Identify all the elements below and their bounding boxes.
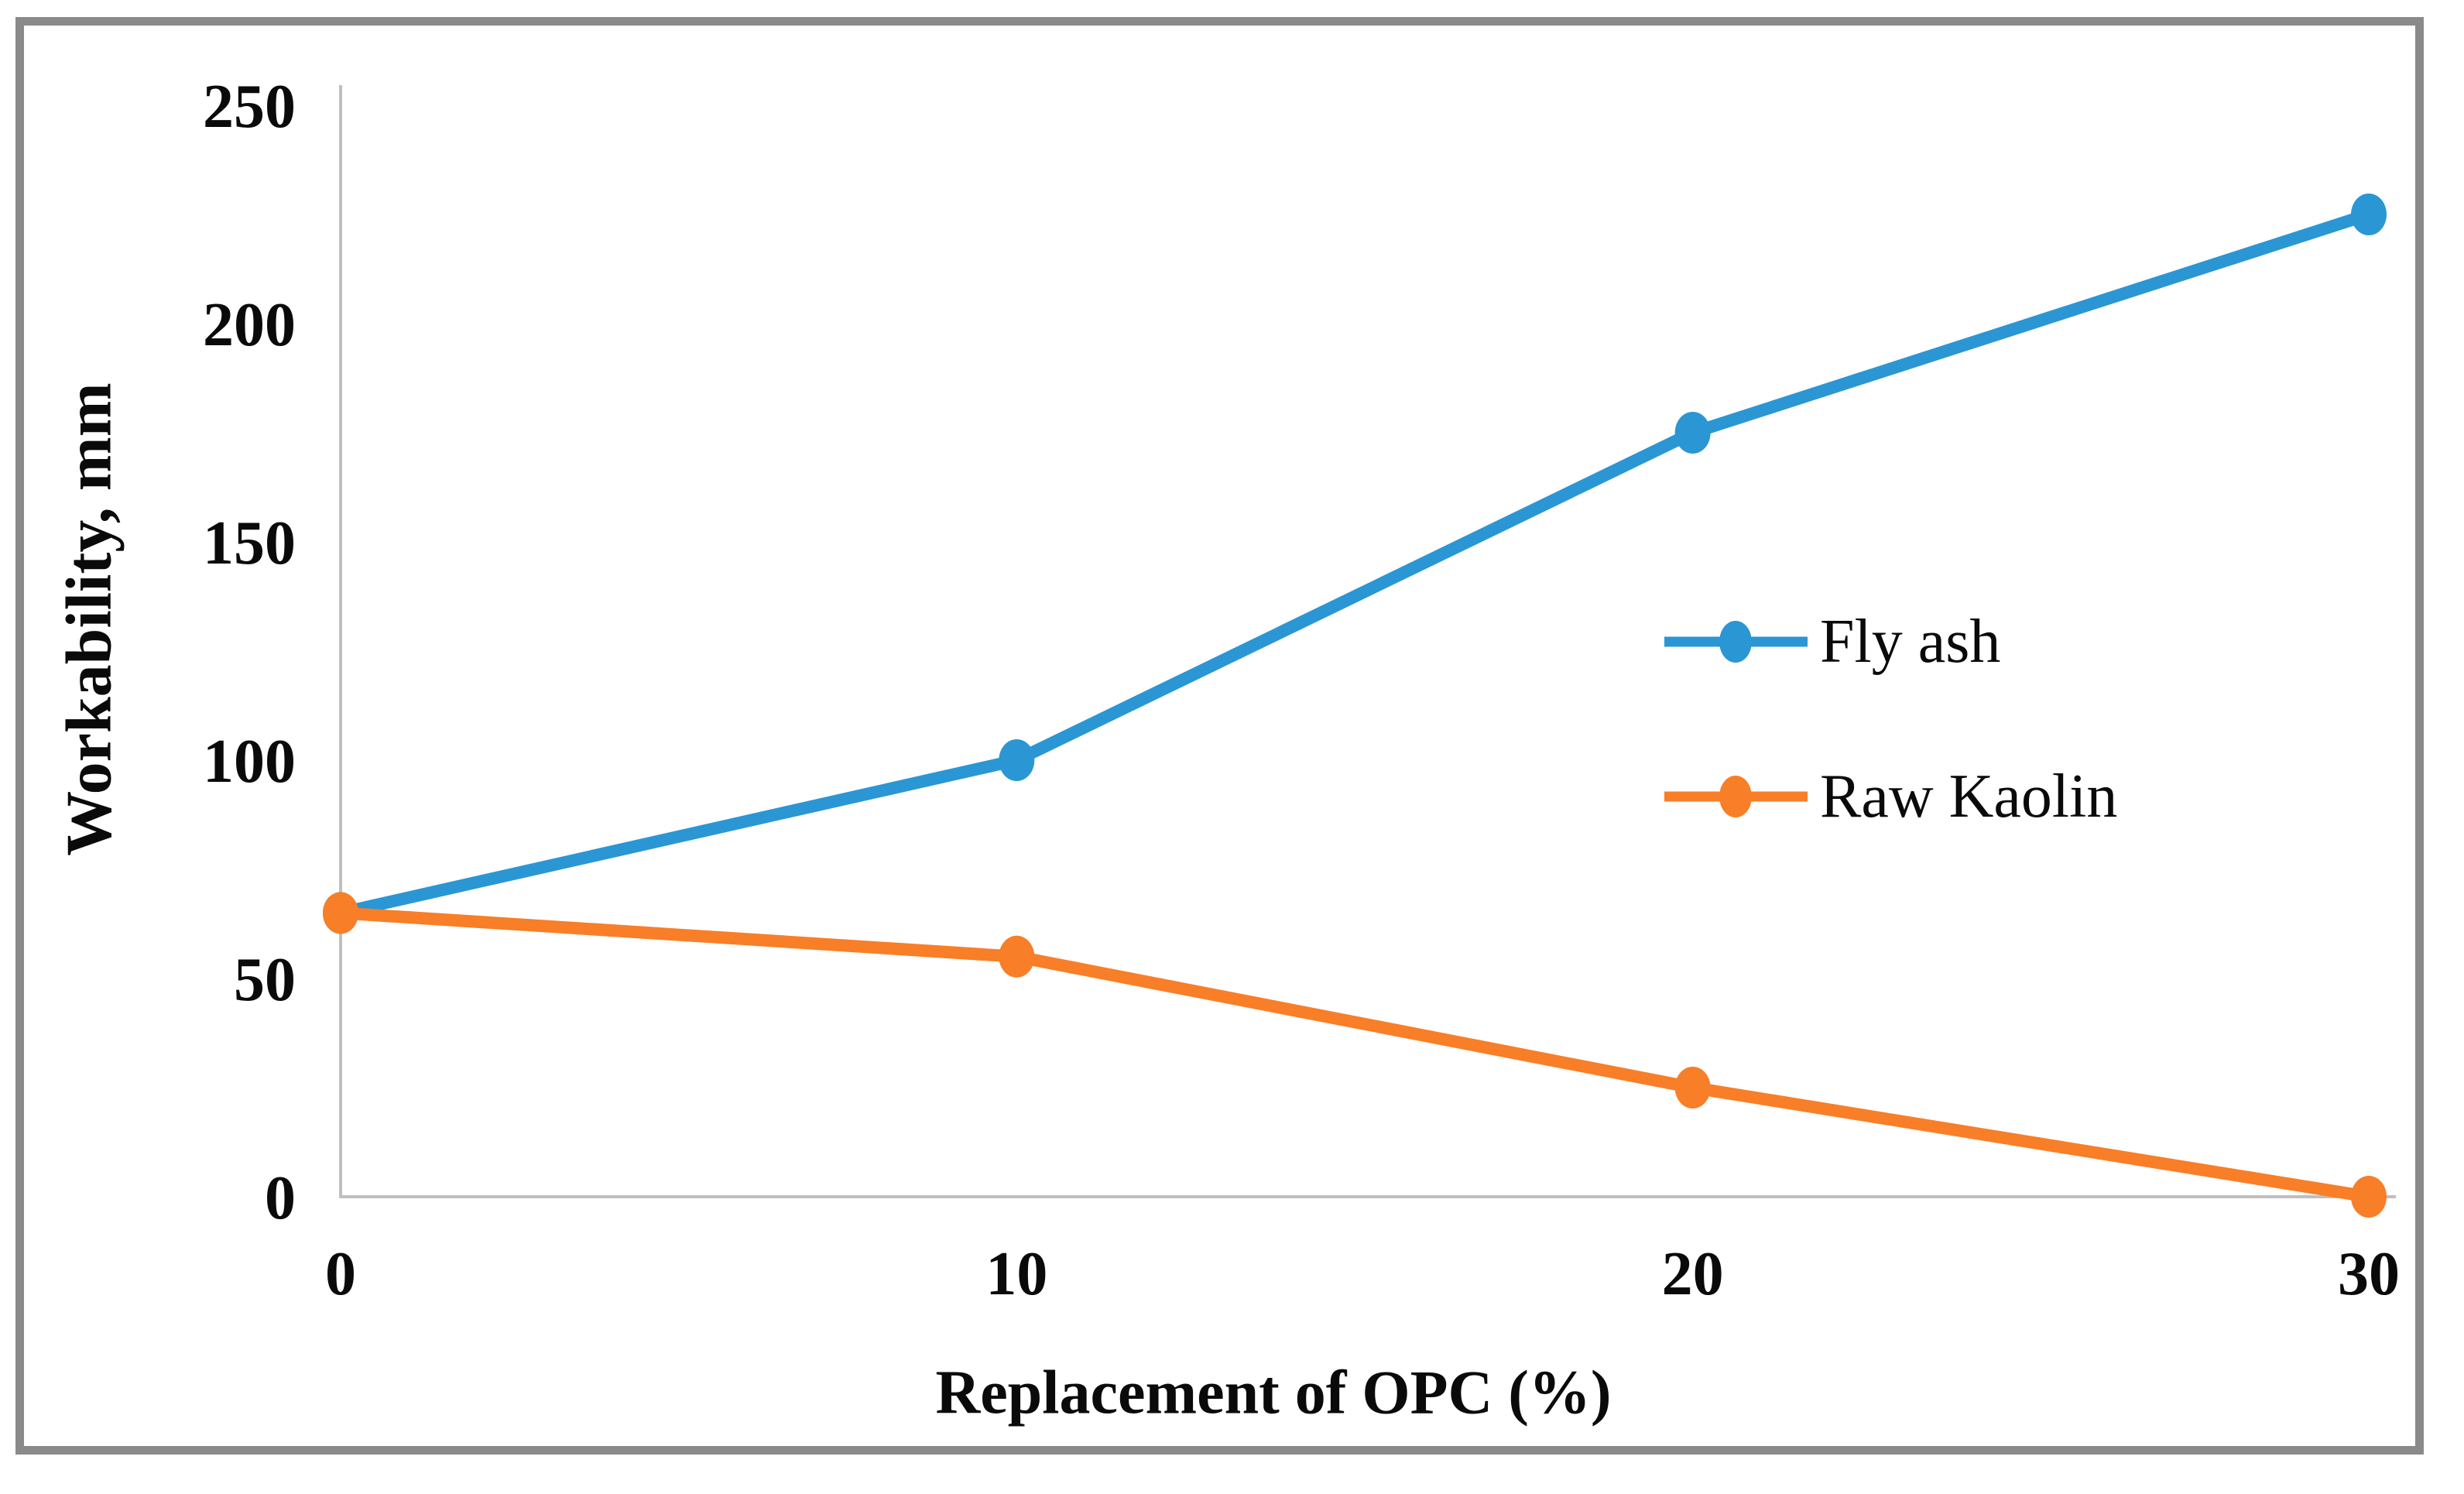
y-axis-title: Workability, mm — [53, 382, 125, 856]
legend: Fly ash Raw Kaolin — [1649, 598, 2117, 841]
x-axis-title: Replacement of OPC (%) — [935, 1359, 1612, 1427]
data-series — [323, 194, 2387, 1218]
x-tick-label: 20 — [1662, 1240, 1724, 1308]
fly-ash-legend-marker — [1664, 621, 1808, 663]
series-line-raw-kaolin — [340, 906, 2370, 1203]
chart-frame — [15, 17, 2424, 1455]
y-tick-label: 0 — [265, 1164, 296, 1232]
legend-label-fly-ash: Fly ash — [1820, 607, 2001, 676]
y-tick-label: 50 — [234, 946, 296, 1014]
x-tick-label: 10 — [985, 1240, 1047, 1308]
series-line-fly-ash — [339, 208, 2371, 920]
legend-label-raw-kaolin: Raw Kaolin — [1820, 762, 2118, 831]
data-point-marker — [2351, 1176, 2387, 1218]
data-point-marker — [1674, 1067, 1711, 1109]
x-tick-label: 30 — [2338, 1240, 2400, 1308]
y-tick-label: 200 — [203, 291, 296, 359]
y-axis-tick-labels: 0 50 100 150 200 250 — [203, 73, 296, 1232]
y-tick-label: 100 — [203, 728, 296, 796]
data-point-marker — [2351, 194, 2387, 235]
legend-item-fly-ash: Fly ash — [1649, 598, 2117, 686]
raw-kaolin-legend-marker — [1664, 776, 1808, 817]
data-point-marker — [323, 892, 358, 934]
data-point-marker — [999, 739, 1035, 781]
legend-item-raw-kaolin: Raw Kaolin — [1649, 752, 2117, 841]
y-tick-label: 250 — [203, 73, 296, 141]
data-point-marker — [1674, 412, 1711, 454]
x-axis-tick-labels: 0 10 20 30 — [325, 1240, 2400, 1308]
x-tick-label: 0 — [325, 1240, 356, 1308]
data-point-marker — [999, 935, 1035, 978]
y-tick-label: 150 — [203, 509, 296, 577]
